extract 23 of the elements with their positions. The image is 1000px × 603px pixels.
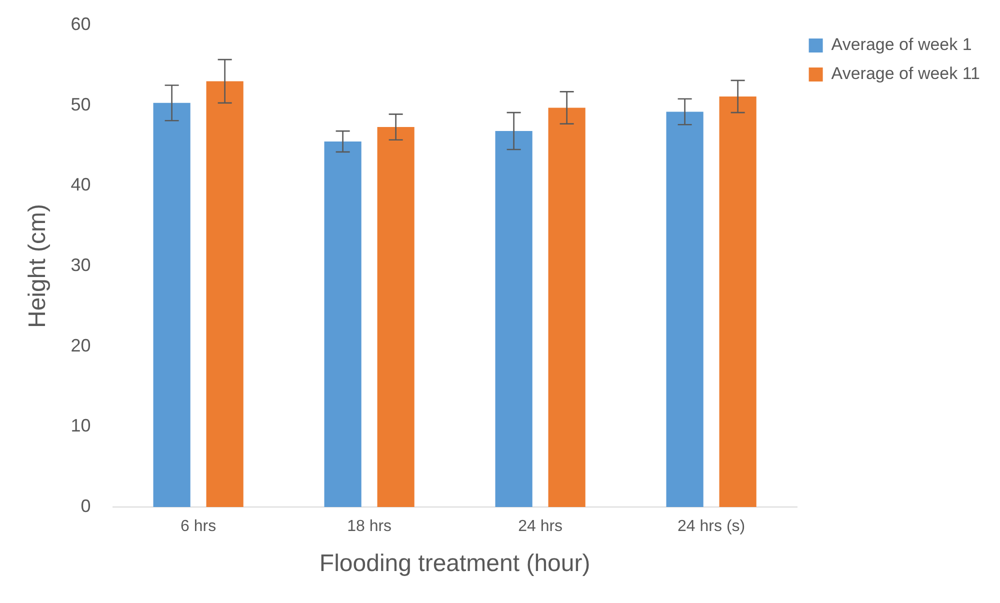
bar bbox=[719, 96, 756, 507]
y-tick-label: 40 bbox=[70, 174, 91, 195]
y-tick-label: 50 bbox=[70, 94, 91, 114]
y-tick-label: 20 bbox=[70, 335, 91, 356]
bar bbox=[153, 102, 190, 507]
bar bbox=[377, 127, 414, 507]
bar bbox=[324, 141, 362, 507]
x-tick-label: 24 hrs bbox=[518, 518, 563, 536]
y-tick-label: 0 bbox=[80, 496, 91, 516]
bar bbox=[666, 112, 704, 507]
legend-label: Average of week 11 bbox=[831, 64, 980, 84]
x-axis-title: Flooding treatment (hour) bbox=[319, 550, 590, 578]
legend-label: Average of week 1 bbox=[831, 35, 972, 54]
y-tick-label: 10 bbox=[70, 416, 91, 436]
x-tick-label: 24 hrs (s) bbox=[678, 518, 746, 536]
y-axis-title: Height (cm) bbox=[24, 204, 52, 328]
y-tick-label: 30 bbox=[70, 254, 91, 275]
y-tick-label: 60 bbox=[70, 14, 91, 34]
x-tick-label: 18 hrs bbox=[347, 518, 392, 536]
bar bbox=[548, 108, 586, 507]
bar bbox=[495, 131, 532, 507]
bar bbox=[206, 81, 244, 507]
x-tick-label: 6 hrs bbox=[180, 518, 216, 536]
